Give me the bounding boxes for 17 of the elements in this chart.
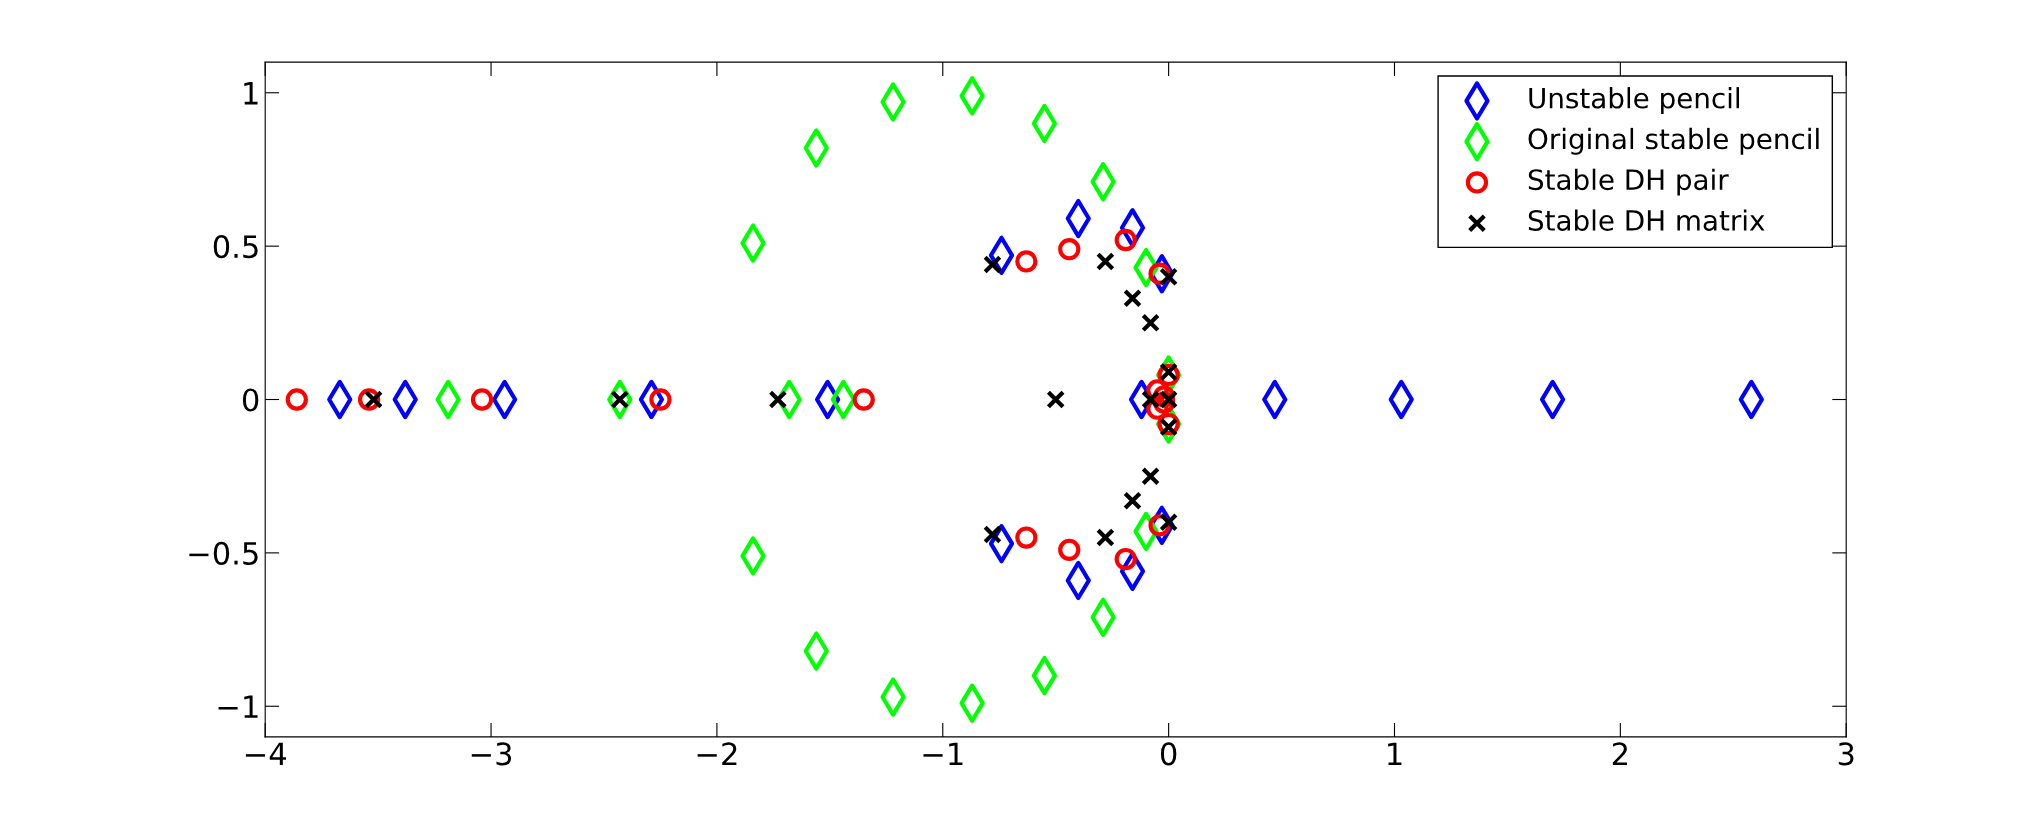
legend-label: Original stable pencil bbox=[1528, 127, 1819, 155]
x-tick-label: 1 bbox=[1388, 742, 1402, 765]
x-tick-label: −2 bbox=[697, 742, 737, 765]
x-tick-label: 3 bbox=[1838, 742, 1854, 766]
y-tick-label: 0 bbox=[242, 388, 259, 412]
y-tick-label: −1 bbox=[218, 695, 258, 718]
x-tick-label: 2 bbox=[1612, 742, 1627, 765]
x-tick-label: 0 bbox=[1160, 742, 1177, 766]
y-tick-label: 1 bbox=[244, 82, 258, 105]
x-tick-label: −3 bbox=[471, 742, 512, 766]
legend-label: Stable DH matrix bbox=[1528, 209, 1765, 231]
y-tick-label: −0.5 bbox=[189, 541, 258, 565]
x-tick-label: −4 bbox=[245, 742, 287, 765]
legend-label: Stable DH pair bbox=[1528, 168, 1729, 196]
y-tick-label: 0.5 bbox=[213, 235, 258, 259]
legend-label: Unstable pencil bbox=[1529, 87, 1739, 114]
x-tick-label: −1 bbox=[923, 742, 963, 765]
